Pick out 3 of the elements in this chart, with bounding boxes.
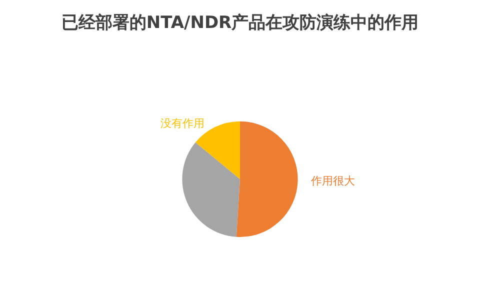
chart-title: 已经部署的NTA/NDR产品在攻防演练中的作用 xyxy=(61,13,419,33)
slice-label: 没有作用 xyxy=(160,116,205,130)
slice-label: 作用很大 xyxy=(310,174,355,188)
